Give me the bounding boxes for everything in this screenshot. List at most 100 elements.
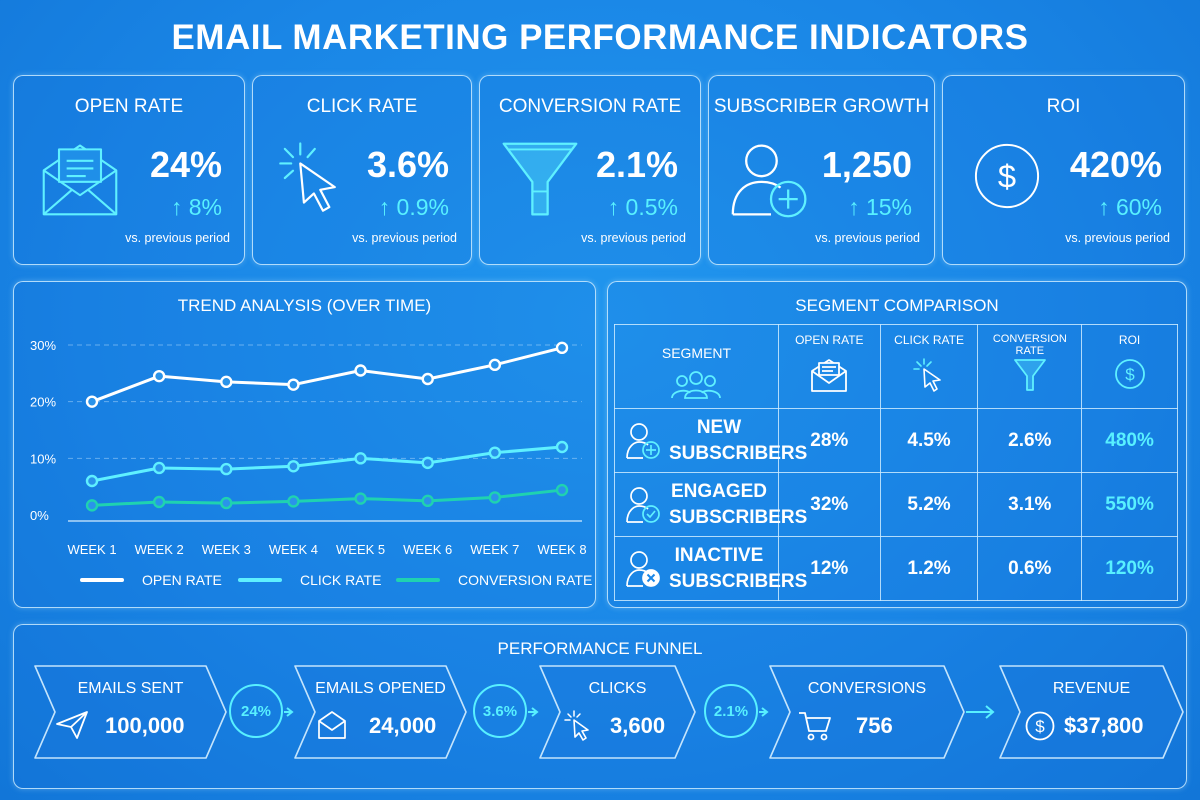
legend-swatch (80, 578, 124, 582)
kpi-title: SUBSCRIBER GROWTH (713, 96, 930, 117)
kpi-value: 3.6% (366, 144, 449, 185)
header-label: CONVERSION RATE (992, 333, 1067, 357)
data-point (555, 440, 569, 454)
stage-value: $37,800 (1064, 713, 1144, 738)
data-point (220, 496, 233, 510)
stage-value: 756 (856, 713, 893, 738)
x-tick-label: WEEK 2 (135, 542, 184, 557)
cursor-click-icon (564, 710, 589, 741)
data-point (354, 492, 367, 505)
data-point (220, 462, 233, 476)
kpi-change: ↑ 8% (170, 194, 222, 220)
x-tick-label: WEEK 3 (202, 542, 251, 557)
dollar-circle-icon: $ (974, 143, 1040, 209)
svg-text:$: $ (1035, 717, 1045, 736)
legend-label: CLICK RATE (300, 572, 382, 588)
user-check-icon (626, 486, 660, 523)
kpi-note: vs. previous period (125, 231, 230, 245)
kpi-title: CONVERSION RATE (498, 96, 682, 117)
kpi-value: 1,250 (821, 144, 912, 185)
funnel-title: PERFORMANCE FUNNEL (497, 639, 703, 658)
cart-icon (799, 712, 831, 741)
trend-title: TREND ANALYSIS (OVER TIME) (177, 296, 432, 315)
user-add-icon (731, 144, 807, 218)
click-rate-cell: 1.2% (879, 536, 979, 601)
legend-swatch (238, 578, 282, 582)
data-point (85, 499, 99, 512)
series-line-0 (91, 346, 563, 404)
page-title: EMAIL MARKETING PERFORMANCE INDICATORS (171, 18, 1029, 57)
segment-name: NEW SUBSCRIBERS (669, 416, 808, 464)
kpi-title: CLICK RATE (306, 96, 418, 117)
header-conversion-rate: CONVERSION RATE (977, 324, 1083, 409)
legend-conversion-rate: CONVERSION RATE (396, 572, 592, 588)
x-tick-label: WEEK 7 (470, 542, 519, 557)
funnel-stage-emails-opened: EMAILS OPENED 24,000 (295, 666, 466, 758)
segment-name-cell: INACTIVE SUBSCRIBERS (614, 536, 807, 601)
legend-click-rate: CLICK RATE (238, 572, 381, 588)
kpi-note: vs. previous period (581, 231, 686, 245)
stage-label: REVENUE (1052, 680, 1131, 697)
kpi-change: ↑ 15% (848, 194, 912, 220)
series-line-2 (91, 488, 563, 507)
kpi-card-open-rate: OPEN RATE 24% ↑ 8% vs. previous period (13, 75, 245, 265)
data-point (85, 395, 99, 408)
funnel-stage-emails-sent: EMAILS SENT 100,000 (35, 666, 226, 758)
header-segment: SEGMENT (614, 324, 779, 409)
data-point (152, 369, 166, 383)
cursor-click-icon (279, 142, 336, 212)
funnel-icon (502, 142, 578, 216)
data-point (488, 358, 502, 372)
legend-swatch (396, 578, 440, 582)
data-point (354, 364, 367, 377)
data-point (421, 456, 434, 470)
data-point (555, 483, 569, 497)
data-point (287, 378, 300, 391)
envelope-icon (42, 144, 118, 216)
funnel-stage-conversions: CONVERSIONS 756 (770, 666, 964, 758)
kpi-card-click-rate: CLICK RATE 3.6% ↑ 0.9% vs. previous peri… (252, 75, 472, 265)
y-tick-label: 0% (30, 508, 49, 523)
kpi-title: ROI (1046, 96, 1081, 117)
envelope-open-icon (318, 711, 346, 739)
user-x-icon (626, 550, 660, 587)
open-rate-cell: 12% (777, 536, 881, 601)
open-rate-cell: 32% (777, 472, 881, 537)
kpi-change: ↑ 60% (1098, 194, 1162, 220)
series-line-1 (91, 445, 563, 483)
segment-name: ENGAGED SUBSCRIBERS (669, 480, 808, 528)
segment-name-cell: NEW SUBSCRIBERS (614, 408, 808, 473)
data-point (287, 495, 300, 508)
header-label: CLICK RATE (894, 333, 964, 347)
paper-plane-icon (56, 711, 88, 739)
conversion-rate-cell: 0.6% (977, 536, 1083, 601)
kpi-change: ↑ 0.9% (378, 194, 449, 220)
x-tick-label: WEEK 1 (67, 542, 116, 557)
rate-circle: 3.6% (473, 684, 527, 738)
header-click-rate: CLICK RATE (879, 324, 979, 409)
y-tick-label: 30% (30, 338, 56, 353)
header-open-rate: OPEN RATE (777, 324, 881, 409)
kpi-note: vs. previous period (352, 231, 457, 245)
roi-cell: 120% (1081, 536, 1178, 601)
data-point (152, 461, 166, 475)
stage-value: 3,600 (610, 713, 666, 738)
funnel-stage-clicks: CLICKS 3,600 (540, 666, 695, 758)
segment-panel: SEGMENT COMPARISON SEGMENT OPEN RATE (607, 281, 1187, 608)
y-tick-label: 10% (30, 451, 56, 466)
conversion-rate-cell: 3.1% (977, 472, 1083, 537)
table-row: INACTIVE SUBSCRIBERS 12% 1.2% 0.6% 120% (614, 536, 1178, 601)
stage-label: EMAILS OPENED (315, 680, 446, 697)
dollar-circle-icon: $ (1025, 711, 1055, 741)
envelope-icon (811, 359, 848, 392)
rate-circle: 2.1% (704, 684, 758, 738)
segment-table: SEGMENT OPEN RATE (614, 324, 1178, 601)
header-label: OPEN RATE (795, 333, 864, 347)
data-point (488, 491, 502, 504)
data-point (354, 452, 367, 465)
funnel-icon (1013, 359, 1046, 391)
stage-value: 100,000 (105, 713, 185, 738)
kpi-value: 2.1% (595, 144, 678, 185)
trend-chart: 0% 10% 20% 30% WEEK 1 WEEK 2 WEEK 3 WEEK 4 WEEK … (30, 338, 587, 557)
kpi-title: OPEN RATE (74, 96, 184, 117)
